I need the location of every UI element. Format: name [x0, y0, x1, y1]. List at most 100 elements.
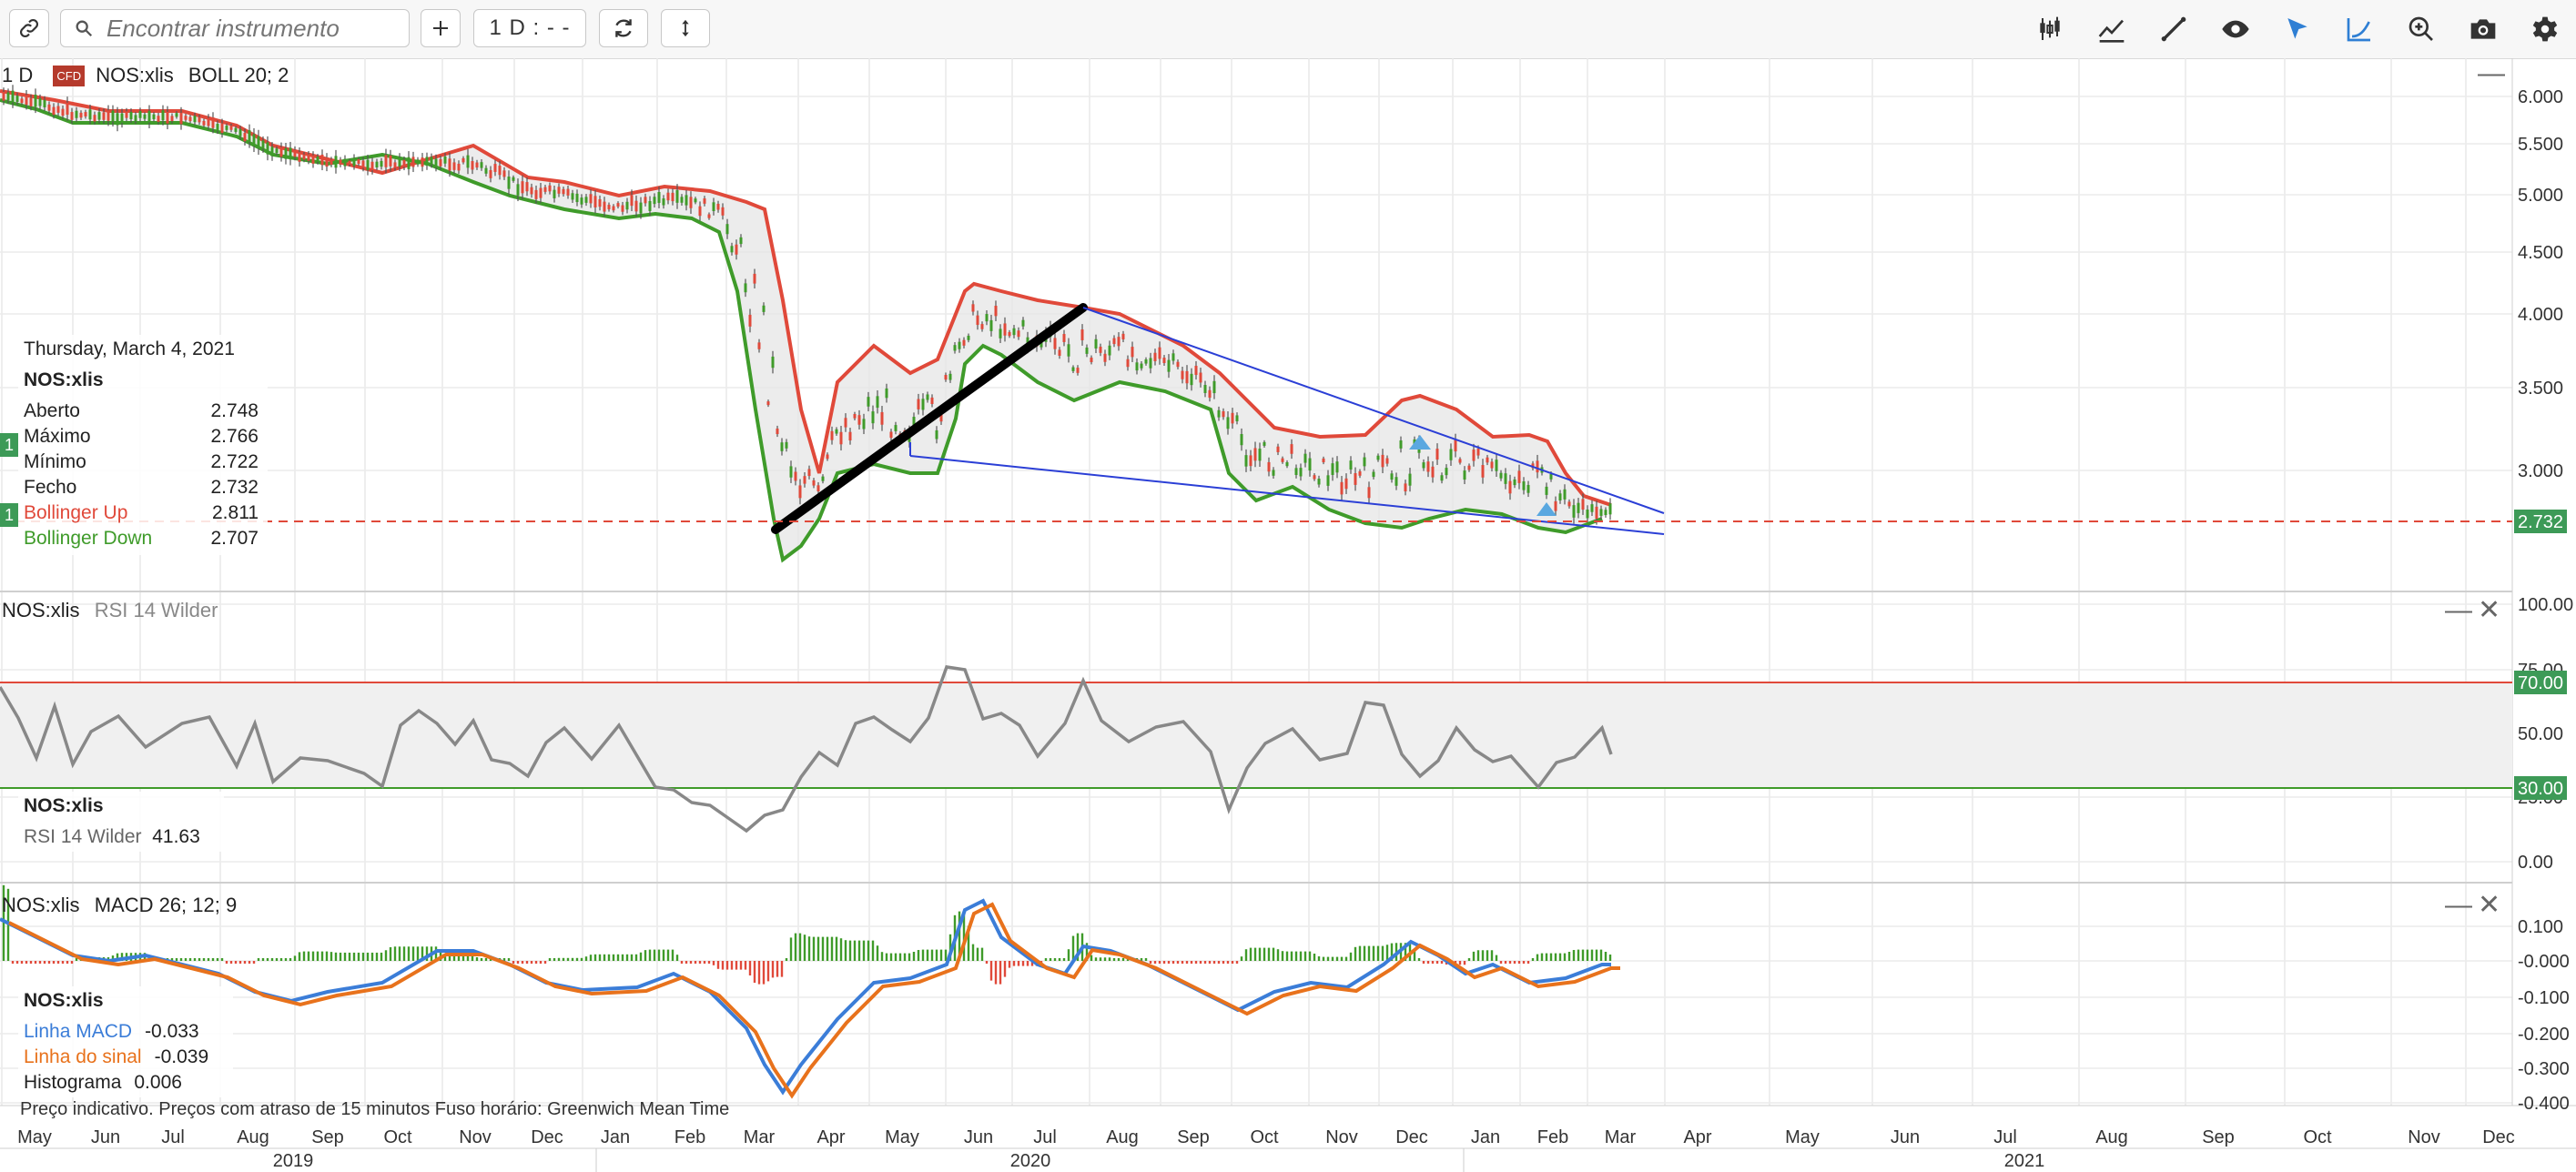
drawn-thick-trend-line[interactable]: [771, 303, 1088, 534]
histogram-bar: [1235, 961, 1239, 964]
histogram-bar: [1549, 953, 1553, 961]
close-macd-icon[interactable]: ✕: [2478, 890, 2501, 920]
add-button[interactable]: [421, 9, 461, 47]
histogram-bar: [571, 957, 574, 961]
histogram-bar: [361, 952, 365, 961]
minimize-rsi-icon[interactable]: —: [2445, 595, 2472, 625]
upper-wedge-line[interactable]: [1082, 307, 1665, 514]
histogram-bar: [698, 961, 702, 964]
indicators-button[interactable]: [2095, 13, 2128, 45]
minimize-macd-icon[interactable]: —: [2445, 890, 2472, 920]
cursor-button[interactable]: [2281, 13, 2314, 45]
candle-body: [980, 324, 984, 329]
histogram-bar: [1499, 961, 1503, 964]
histogram-bar: [52, 961, 56, 964]
histogram-bar: [461, 955, 465, 961]
candle-body: [220, 123, 224, 134]
candle-body: [1558, 493, 1562, 500]
candle-body: [1422, 462, 1425, 469]
histogram-bar: [839, 938, 843, 961]
candle-body: [1267, 461, 1271, 472]
histogram-bar: [229, 961, 233, 964]
histogram-bar: [352, 952, 356, 961]
histogram-bar: [407, 946, 411, 961]
candle-body: [170, 116, 174, 122]
histogram-bar: [835, 936, 838, 961]
candle-body: [1121, 333, 1125, 339]
candle-body: [475, 162, 479, 168]
histogram-bar: [976, 947, 979, 961]
histogram-bar: [830, 936, 834, 961]
histogram-bar: [980, 947, 984, 961]
autoscale-button[interactable]: [661, 9, 710, 47]
histogram-bar: [1190, 961, 1193, 964]
candle-body: [944, 375, 948, 380]
histogram-bar: [225, 961, 228, 964]
histogram-bar: [1053, 958, 1057, 961]
candle-body: [871, 411, 875, 424]
candle-body: [1071, 367, 1075, 371]
candle-body: [293, 149, 297, 157]
candle-body: [275, 148, 279, 153]
histogram-bar: [471, 955, 474, 961]
candle-body: [789, 466, 793, 478]
y-tick-label: 5.000: [2518, 186, 2563, 206]
candle-body: [116, 113, 119, 126]
candle-body: [857, 415, 861, 425]
interval-label: 1 D : - -: [489, 15, 571, 40]
link-button[interactable]: [9, 9, 49, 47]
candle-body: [330, 159, 333, 165]
candle-body: [1281, 458, 1284, 462]
indicator-label: BOLL 20; 2: [188, 64, 289, 86]
histogram-bar: [1049, 958, 1052, 961]
histogram-bar: [1481, 950, 1485, 961]
chart-type-button[interactable]: [2033, 13, 2066, 45]
candle-body: [862, 419, 866, 429]
y-tick-label: -0.300: [2518, 1059, 2570, 1079]
settings-button[interactable]: [2529, 13, 2561, 45]
candle-body: [1308, 458, 1312, 471]
left-marker[interactable]: 1: [0, 433, 18, 457]
histogram-bar: [20, 961, 24, 964]
refresh-button[interactable]: [599, 9, 648, 47]
candle-body: [739, 237, 743, 245]
candle-body: [603, 201, 606, 212]
candle-body: [138, 111, 142, 118]
candle-body: [1090, 358, 1093, 362]
minimize-main-icon[interactable]: —: [2478, 58, 2505, 88]
candle-body: [120, 113, 124, 123]
histogram-bar: [1313, 954, 1316, 961]
histogram-bar: [639, 952, 643, 961]
histogram-bar: [771, 961, 775, 978]
zoom-button[interactable]: [2405, 13, 2438, 45]
candle-body: [1249, 455, 1253, 467]
blue-triangle-marker[interactable]: [1409, 435, 1431, 450]
histogram-bar: [630, 954, 634, 961]
histogram-bar: [1212, 961, 1216, 964]
histogram-bar: [502, 958, 506, 961]
candle-body: [534, 189, 538, 199]
draw-line-button[interactable]: [2157, 13, 2190, 45]
candle-body: [307, 154, 310, 161]
curve-button[interactable]: [2343, 13, 2376, 45]
candle-body: [867, 397, 870, 407]
indicators-icon: [2098, 19, 2125, 43]
candle-body: [1385, 458, 1389, 464]
chart-canvas[interactable]: 6.000 5.500 5.000 4.500 4.000 3.500 3.000 100.0…: [0, 58, 2576, 1172]
search-box[interactable]: [60, 9, 410, 47]
histogram-bar: [257, 958, 260, 961]
candle-body: [685, 195, 688, 206]
left-marker[interactable]: 1: [0, 503, 18, 527]
histogram-bar: [1581, 949, 1585, 961]
histogram-bar: [944, 949, 948, 961]
search-input[interactable]: [105, 13, 381, 44]
blue-triangle-marker[interactable]: [1536, 502, 1557, 516]
search-icon: [76, 20, 93, 37]
close-rsi-icon[interactable]: ✕: [2478, 595, 2501, 625]
histogram-bar: [1176, 961, 1180, 964]
interval-button[interactable]: 1 D : - -: [473, 9, 586, 47]
visibility-button[interactable]: [2219, 13, 2252, 45]
candle-body: [6, 92, 10, 100]
snapshot-button[interactable]: [2467, 13, 2500, 45]
histogram-bar: [930, 949, 934, 961]
